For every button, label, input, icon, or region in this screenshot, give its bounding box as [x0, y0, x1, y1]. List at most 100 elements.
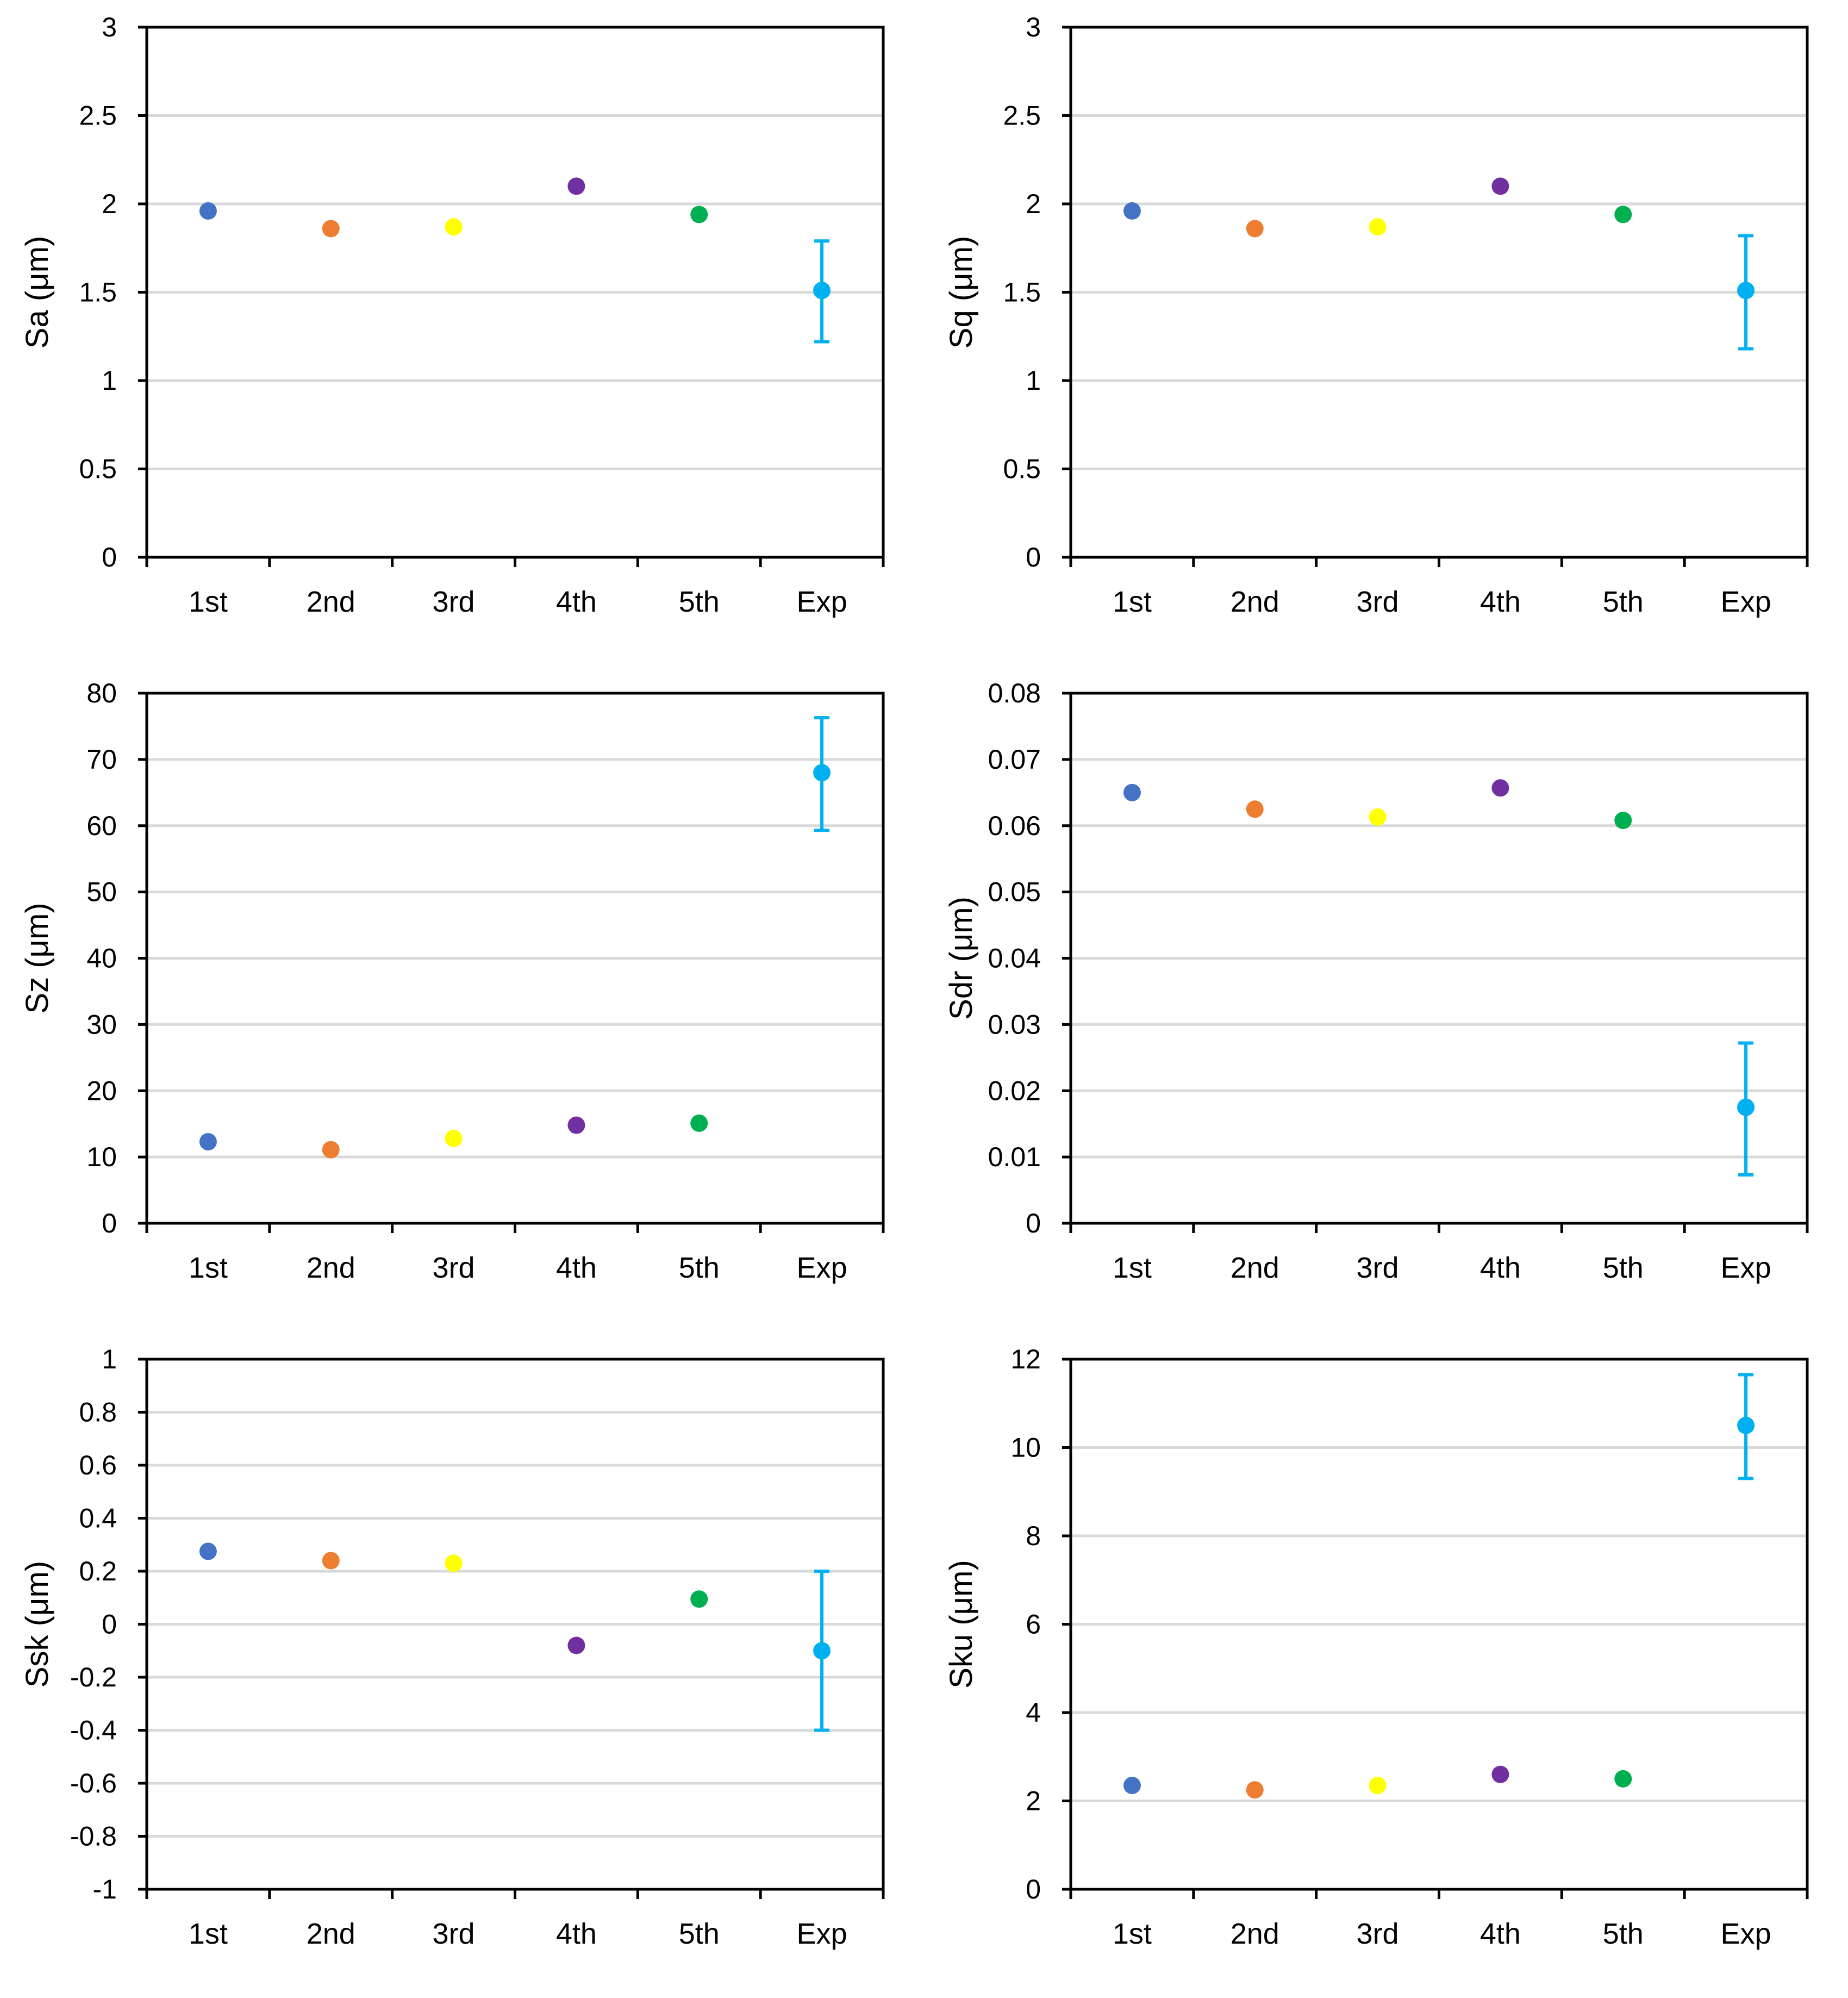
data-point-4th	[1491, 177, 1509, 195]
y-tick-label: 2.5	[1003, 101, 1041, 131]
x-axis: 1st 2nd 3rd 4th 5th Exp	[145, 1223, 885, 1284]
data-point-1st	[1123, 202, 1141, 220]
y-tick-label: 6	[1026, 1609, 1041, 1640]
data-point-3rd	[1369, 218, 1387, 236]
x-tick-label: 2nd	[1231, 1918, 1279, 1950]
data-points	[199, 1542, 831, 1660]
x-axis: 1st 2nd 3rd 4th 5th Exp	[145, 1889, 885, 1950]
data-point-1st	[199, 1133, 217, 1151]
y-axis-title: Sz (μm)	[20, 902, 55, 1013]
x-tick-label: 3rd	[1357, 1252, 1399, 1284]
data-point-2nd	[1246, 220, 1264, 238]
x-tick-label: 5th	[679, 1918, 720, 1950]
data-point-2nd	[322, 1141, 340, 1159]
gridlines	[147, 1411, 883, 1838]
data-point-exp	[1737, 1416, 1755, 1434]
y-tick-label: 1	[102, 365, 117, 396]
y-tick-label: 12	[1010, 1344, 1041, 1374]
chart-panel-sq: 0 0.5 1 1.5 2 2.5 3 1st 2nd 3rd 4th 5th Exp Sq (μm)	[924, 0, 1848, 666]
x-tick-label: Exp	[1721, 586, 1771, 618]
data-points	[1123, 1416, 1755, 1799]
x-tick-label: 1st	[189, 1252, 228, 1284]
gridlines	[1071, 758, 1807, 1159]
x-tick-label: Exp	[797, 586, 847, 618]
x-axis: 1st 2nd 3rd 4th 5th Exp	[1069, 1223, 1809, 1284]
y-tick-label: 0.03	[988, 1009, 1041, 1040]
x-tick-label: 1st	[1113, 1252, 1152, 1284]
data-point-4th	[567, 177, 585, 195]
data-point-exp	[813, 282, 831, 300]
chart-panel-sz: 0 10 20 30 40 50 60 70 80 1st 2nd 3rd 4th 5th Exp Sz (μ…	[0, 666, 924, 1332]
y-axis-title: Ssk (μm)	[20, 1561, 55, 1688]
y-tick-label: -1	[93, 1874, 117, 1904]
data-point-4th	[567, 1116, 585, 1134]
y-tick-label: 2	[1026, 189, 1041, 219]
y-tick-label: 80	[86, 678, 117, 708]
data-point-5th	[690, 206, 708, 223]
x-axis: 1st 2nd 3rd 4th 5th Exp	[1069, 1889, 1809, 1950]
x-tick-label: Exp	[797, 1252, 847, 1284]
y-axis-title: Sku (μm)	[944, 1560, 979, 1688]
y-tick-label: 0	[1026, 1874, 1041, 1904]
y-tick-label: 0.01	[988, 1142, 1041, 1172]
chart-svg: -1 -0.8 -0.6 -0.4 -0.2 0 0.2 0.4 0.6 0.8 1 1st 2nd 3r…	[20, 1344, 885, 1950]
y-tick-label: 3	[102, 12, 117, 42]
chart-svg: 0 0.5 1 1.5 2 2.5 3 1st 2nd 3rd 4th 5th Exp Sq (μm)	[944, 12, 1809, 618]
chart-svg: 0 10 20 30 40 50 60 70 80 1st 2nd 3rd 4th 5th Exp Sz (μ…	[20, 678, 885, 1284]
data-point-1st	[1123, 783, 1141, 801]
chart-svg: 0 0.5 1 1.5 2 2.5 3 1st 2nd 3rd 4th 5th Exp Sa (μm)	[20, 12, 885, 618]
x-tick-label: 2nd	[307, 1252, 355, 1284]
y-tick-label: 0.06	[988, 811, 1041, 841]
data-point-5th	[690, 1114, 708, 1132]
x-tick-label: Exp	[1721, 1252, 1771, 1284]
data-point-4th	[1491, 1765, 1509, 1783]
y-tick-label: 10	[86, 1142, 117, 1172]
gridlines	[147, 758, 883, 1159]
y-axis-title: Sdr (μm)	[944, 897, 979, 1020]
y-axis: 0 10 20 30 40 50 60 70 80	[86, 678, 147, 1238]
x-tick-label: 4th	[1480, 1252, 1521, 1284]
data-point-4th	[1491, 779, 1509, 797]
data-point-3rd	[445, 1554, 463, 1572]
data-point-2nd	[1246, 800, 1264, 818]
x-tick-label: 4th	[1480, 1918, 1521, 1950]
y-axis: -1 -0.8 -0.6 -0.4 -0.2 0 0.2 0.4 0.6 0.8 1	[70, 1344, 147, 1904]
chart-panel-sku: 0 2 4 6 8 10 12 1st 2nd 3rd 4th 5th Exp Sku (μm)	[924, 1332, 1848, 1998]
data-points	[199, 764, 831, 1159]
y-tick-label: 0.05	[988, 877, 1041, 907]
gridlines	[1071, 114, 1807, 470]
data-point-exp	[813, 1642, 831, 1660]
x-tick-label: 4th	[556, 1252, 597, 1284]
x-tick-label: 1st	[1113, 586, 1152, 618]
y-tick-label: 0	[102, 1609, 117, 1640]
y-axis-title: Sq (μm)	[944, 236, 979, 348]
data-point-3rd	[1369, 1777, 1387, 1795]
data-points	[1123, 177, 1755, 300]
y-tick-label: 40	[86, 943, 117, 974]
y-tick-label: 0	[102, 1208, 117, 1238]
y-tick-label: -0.4	[70, 1715, 117, 1746]
y-tick-label: 2	[102, 189, 117, 219]
y-tick-label: -0.6	[70, 1768, 117, 1798]
x-tick-label: 1st	[1113, 1918, 1152, 1950]
chart-panel-sa: 0 0.5 1 1.5 2 2.5 3 1st 2nd 3rd 4th 5th Exp Sa (μm)	[0, 0, 924, 666]
data-point-2nd	[322, 220, 340, 238]
data-point-1st	[1123, 1777, 1141, 1795]
y-tick-label: 0.07	[988, 744, 1041, 775]
y-tick-label: 60	[86, 811, 117, 841]
data-point-4th	[567, 1636, 585, 1654]
x-tick-label: 5th	[1603, 586, 1644, 618]
x-tick-label: 3rd	[433, 586, 475, 618]
data-point-3rd	[445, 218, 463, 236]
y-tick-label: 0.02	[988, 1075, 1041, 1106]
x-tick-label: 5th	[1603, 1252, 1644, 1284]
x-tick-label: 3rd	[1357, 586, 1399, 618]
chart-svg: 0 2 4 6 8 10 12 1st 2nd 3rd 4th 5th Exp Sku (μm)	[944, 1344, 1809, 1950]
y-tick-label: 0	[102, 542, 117, 572]
data-point-exp	[813, 764, 831, 782]
x-tick-label: 5th	[679, 586, 720, 618]
y-axis: 0 0.5 1 1.5 2 2.5 3	[79, 12, 147, 572]
y-tick-label: 4	[1026, 1697, 1041, 1728]
x-tick-label: 4th	[556, 586, 597, 618]
